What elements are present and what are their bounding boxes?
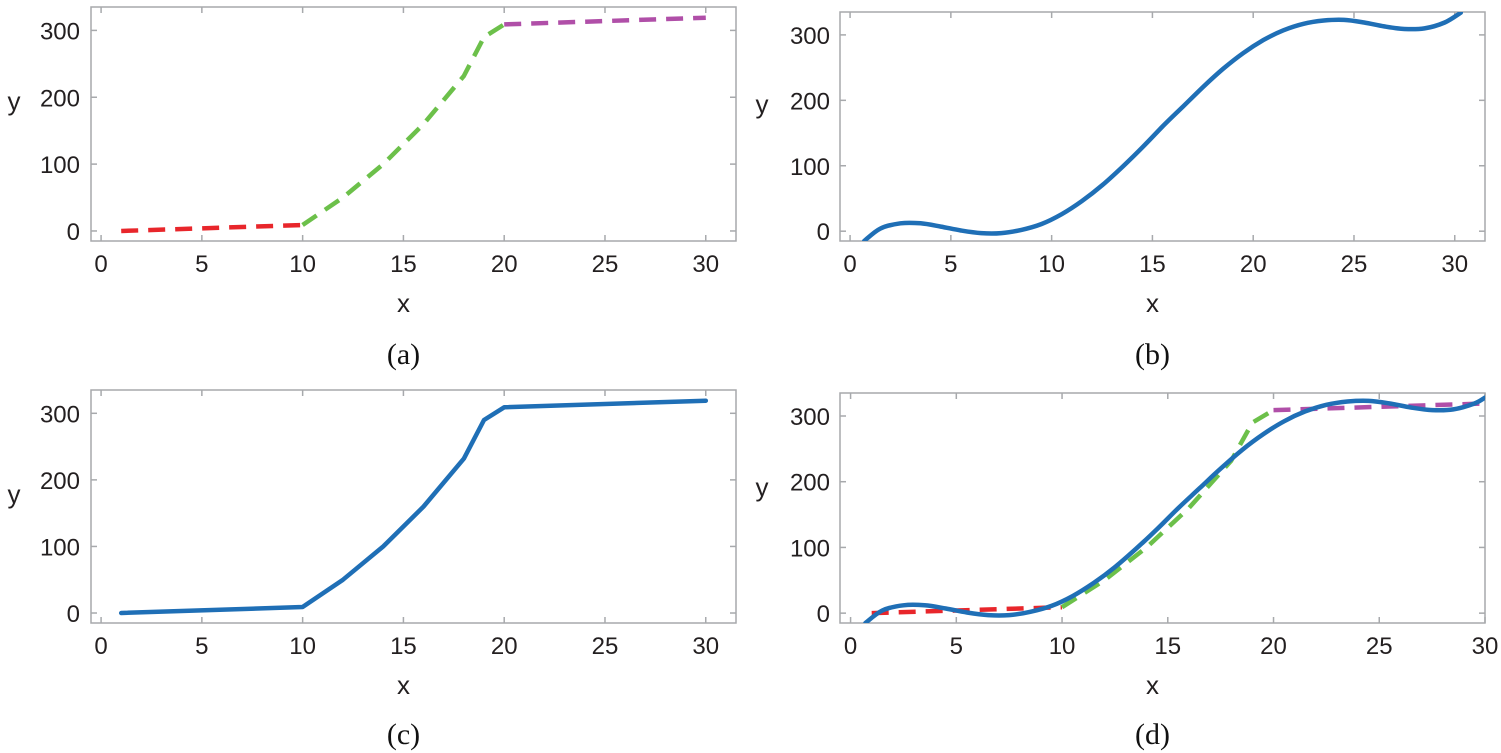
panel-caption: (a) <box>387 338 420 371</box>
x-tick-label: 15 <box>1139 251 1166 278</box>
x-tick-label: 5 <box>944 251 957 278</box>
x-tick-label: 5 <box>950 633 963 660</box>
x-tick-label: 5 <box>195 251 208 278</box>
y-tick-label: 0 <box>817 219 830 246</box>
x-tick-label: 0 <box>844 633 857 660</box>
y-tick-label: 100 <box>790 535 830 562</box>
x-tick-label: 30 <box>1472 633 1499 660</box>
x-tick-label: 25 <box>1341 251 1368 278</box>
series-interpolation <box>118 398 709 616</box>
plot-frame <box>90 389 737 624</box>
x-axis-label: x <box>1146 288 1159 318</box>
panel-caption: (c) <box>387 718 420 751</box>
y-tick-label: 0 <box>67 219 80 246</box>
series-fit <box>861 12 1464 241</box>
x-tick-label: 0 <box>94 251 107 278</box>
y-tick-label: 300 <box>40 401 80 428</box>
y-axis-label: y <box>756 89 769 119</box>
series-fit <box>863 395 1485 623</box>
y-tick-label: 0 <box>817 601 830 628</box>
y-tick-label: 300 <box>790 23 830 50</box>
x-axis-label: x <box>397 670 410 700</box>
y-axis-label: y <box>756 472 769 502</box>
y-tick-label: 300 <box>790 404 830 431</box>
series-segment-2 <box>1060 408 1275 610</box>
series-segment-3 <box>504 15 706 27</box>
plot-frame <box>839 392 1486 624</box>
x-tick-label: 25 <box>592 633 619 660</box>
x-tick-label: 20 <box>491 633 518 660</box>
x-tick-label: 10 <box>1049 633 1076 660</box>
series-segment-1 <box>121 222 303 234</box>
x-tick-label: 30 <box>692 633 719 660</box>
x-tick-label: 30 <box>1441 251 1468 278</box>
panel-caption: (b) <box>1135 338 1170 371</box>
x-tick-label: 10 <box>289 633 316 660</box>
y-tick-label: 0 <box>67 601 80 628</box>
y-tick-label: 100 <box>40 534 80 561</box>
panel-caption: (d) <box>1135 718 1170 751</box>
series-segment-1 <box>871 604 1063 616</box>
x-tick-label: 10 <box>1038 251 1065 278</box>
plot-frame <box>90 6 737 242</box>
x-tick-label: 20 <box>1260 633 1287 660</box>
x-tick-label: 20 <box>1240 251 1267 278</box>
x-tick-label: 15 <box>390 251 417 278</box>
y-tick-label: 100 <box>790 154 830 181</box>
x-tick-label: 15 <box>390 633 417 660</box>
y-axis-label: y <box>8 86 21 116</box>
y-tick-label: 200 <box>40 468 80 495</box>
x-tick-label: 0 <box>94 633 107 660</box>
x-tick-label: 25 <box>592 251 619 278</box>
x-tick-label: 25 <box>1366 633 1393 660</box>
y-tick-label: 200 <box>790 88 830 115</box>
y-axis-label: y <box>8 479 21 509</box>
y-tick-label: 100 <box>40 152 80 179</box>
x-tick-label: 0 <box>843 251 856 278</box>
x-tick-label: 20 <box>491 251 518 278</box>
x-axis-label: x <box>1146 670 1159 700</box>
x-tick-label: 15 <box>1154 633 1181 660</box>
x-tick-label: 5 <box>195 633 208 660</box>
y-tick-label: 200 <box>790 470 830 497</box>
series-segment-2 <box>301 22 506 227</box>
y-tick-label: 300 <box>40 18 80 45</box>
x-tick-label: 30 <box>692 251 719 278</box>
plot-frame <box>839 11 1486 242</box>
x-axis-label: x <box>397 288 410 318</box>
x-tick-label: 10 <box>289 251 316 278</box>
y-tick-label: 200 <box>40 85 80 112</box>
